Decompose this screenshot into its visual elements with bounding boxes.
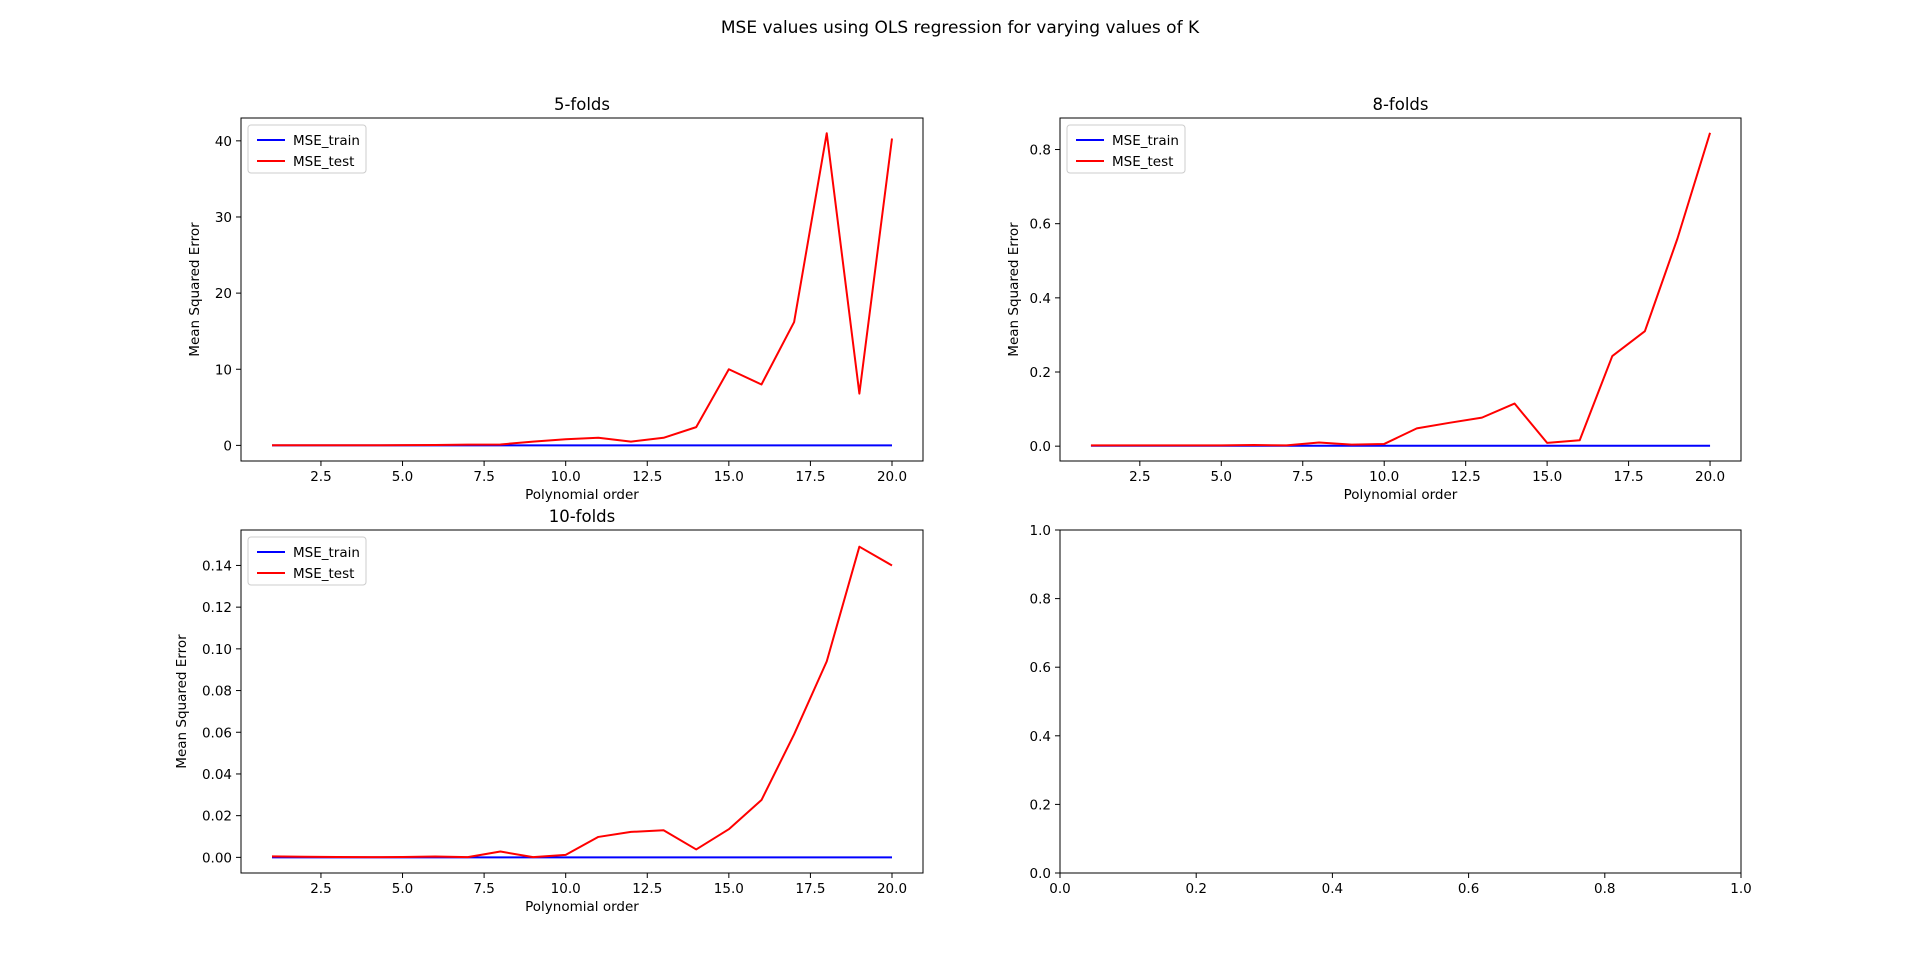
x-tick-label: 10.0 — [551, 881, 581, 897]
chart-panel-3: 0.0 0.2 0.4 0.6 0.8 1.0 0.0 0.2 0.4 0.6 0.8 1.0 — [1030, 523, 1752, 897]
x-tick-label: 5.0 — [392, 469, 413, 485]
series-line-mse-test — [1090, 132, 1712, 447]
y-tick-label: 0.8 — [1030, 143, 1051, 159]
y-tick-label: 0.6 — [1030, 217, 1051, 233]
y-tick-label: 0.8 — [1030, 592, 1051, 608]
x-tick-label: 17.5 — [1614, 469, 1644, 485]
chart-title: 8-folds — [1372, 95, 1428, 114]
x-tick-label: 20.0 — [877, 469, 907, 485]
legend: MSE_train MSE_test — [1066, 124, 1186, 174]
y-tick-label: 0.4 — [1030, 729, 1051, 745]
x-tick-label: 0.8 — [1594, 881, 1615, 897]
x-tick-label: 2.5 — [310, 469, 331, 485]
x-tick-label: 17.5 — [795, 469, 825, 485]
y-tick-label: 0.14 — [202, 558, 232, 574]
y-tick-label: 0.10 — [202, 642, 232, 658]
y-tick-label: 20 — [215, 286, 232, 302]
y-tick-label: 0.06 — [202, 725, 232, 741]
x-tick-label: 7.5 — [473, 881, 494, 897]
figure-suptitle: MSE values using OLS regression for vary… — [721, 18, 1200, 38]
y-tick-label: 0.4 — [1030, 291, 1051, 307]
y-tick-label: 30 — [215, 210, 232, 226]
x-axis-label: Polynomial order — [525, 899, 639, 915]
y-tick-label: 40 — [215, 134, 232, 150]
y-tick-label: 0.04 — [202, 767, 232, 783]
x-tick-label: 10.0 — [1369, 469, 1399, 485]
x-axis-label: Polynomial order — [1344, 487, 1458, 503]
series-line-mse-test — [271, 545, 893, 859]
series-line-mse-test — [272, 132, 893, 447]
y-axis-label: Mean Squared Error — [174, 634, 190, 769]
x-tick-label: 20.0 — [1695, 469, 1725, 485]
y-tick-label: 1.0 — [1030, 523, 1051, 539]
axes-frame — [240, 529, 924, 874]
x-tick-label: 5.0 — [392, 881, 413, 897]
chart-panel-0: 2.5 5.0 7.5 10.0 12.5 15.0 17.5 20.0 0 10 20 30 40 5-… — [187, 95, 924, 503]
chart-panel-1: 2.5 5.0 7.5 10.0 12.5 15.0 17.5 20.0 0.0 0.2 0.4 0.… — [1006, 95, 1742, 503]
legend-entry: MSE_test — [293, 154, 354, 170]
y-tick-label: 0.2 — [1030, 365, 1051, 381]
y-tick-label: 0.0 — [1030, 439, 1051, 455]
legend-entry: MSE_train — [293, 545, 360, 561]
x-tick-label: 2.5 — [310, 881, 331, 897]
chart-panel-2: 2.5 5.0 7.5 10.0 12.5 15.0 17.5 20.0 0.00 0.02 0.0… — [174, 507, 924, 915]
legend-entry: MSE_train — [1112, 133, 1179, 149]
legend: MSE_train MSE_test — [247, 124, 367, 174]
y-tick-label: 10 — [215, 362, 232, 378]
y-tick-label: 0.6 — [1030, 660, 1051, 676]
y-tick-label: 0.2 — [1030, 797, 1051, 813]
x-tick-label: 0.4 — [1322, 881, 1343, 897]
y-tick-label: 0.00 — [202, 850, 232, 866]
x-tick-label: 1.0 — [1730, 881, 1751, 897]
x-tick-label: 0.0 — [1049, 881, 1070, 897]
legend-entry: MSE_train — [293, 133, 360, 149]
y-tick-label: 0.08 — [202, 684, 232, 700]
y-axis-label: Mean Squared Error — [187, 222, 203, 357]
x-tick-label: 15.0 — [714, 881, 744, 897]
x-tick-label: 12.5 — [632, 881, 662, 897]
x-tick-label: 12.5 — [1451, 469, 1481, 485]
x-axis-label: Polynomial order — [525, 487, 639, 503]
chart-title: 5-folds — [554, 95, 610, 114]
axes-frame — [1059, 529, 1742, 874]
x-tick-label: 15.0 — [714, 469, 744, 485]
x-tick-label: 7.5 — [1292, 469, 1313, 485]
y-axis-label: Mean Squared Error — [1006, 222, 1022, 357]
x-tick-label: 0.2 — [1185, 881, 1206, 897]
x-tick-label: 0.6 — [1458, 881, 1479, 897]
axes-frame — [1059, 117, 1742, 462]
x-tick-label: 15.0 — [1532, 469, 1562, 485]
axes-frame — [240, 117, 924, 462]
x-tick-label: 20.0 — [877, 881, 907, 897]
x-tick-label: 12.5 — [632, 469, 662, 485]
y-tick-label: 0.12 — [202, 600, 232, 616]
legend: MSE_train MSE_test — [247, 536, 367, 586]
legend-entry: MSE_test — [1112, 154, 1173, 170]
y-tick-label: 0.02 — [202, 809, 232, 825]
x-tick-label: 5.0 — [1211, 469, 1232, 485]
y-tick-label: 0.0 — [1030, 866, 1051, 882]
y-tick-label: 0 — [223, 438, 232, 454]
chart-title: 10-folds — [549, 507, 616, 526]
legend-entry: MSE_test — [293, 566, 354, 582]
x-tick-label: 2.5 — [1129, 469, 1150, 485]
x-tick-label: 17.5 — [795, 881, 825, 897]
x-tick-label: 7.5 — [473, 469, 494, 485]
x-tick-label: 10.0 — [551, 469, 581, 485]
